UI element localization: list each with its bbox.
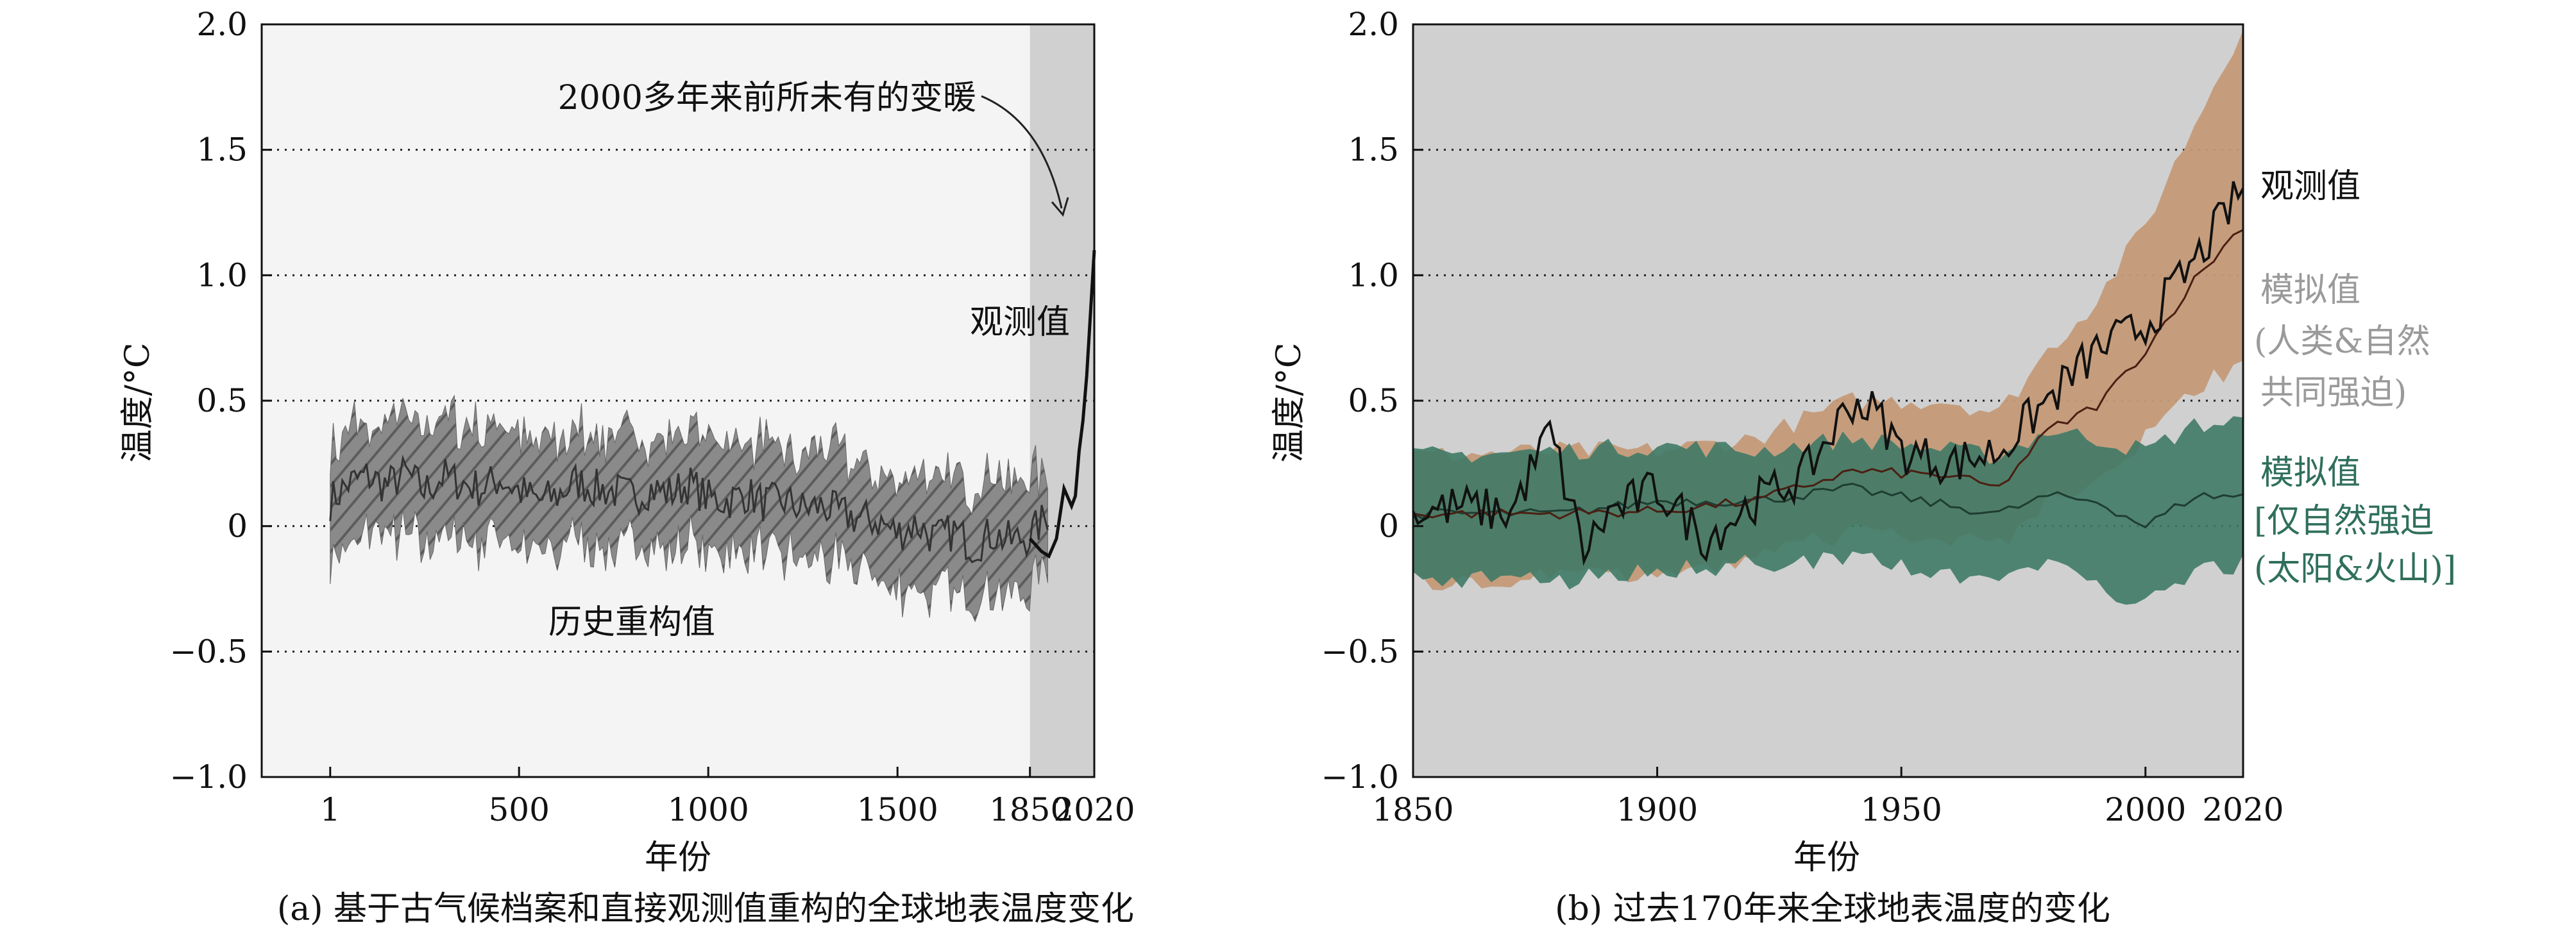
human-natural-mean-line [1412,229,2244,520]
natural-only-mean-line [1412,482,2244,529]
panel-b-xtick-label: 2000 [2105,791,2186,828]
panel-b-caption: (b) 过去170年来全球地表温度的变化 [1555,890,2110,928]
panel-a-ytick-label: 0.5 [196,382,248,419]
panel-a-y-ticks: −1.0 −0.5 0 0.5 1.0 1.5 2.0 [170,6,272,796]
annotation-observed-a: 观测值 [970,303,1070,342]
panel-b-x-ticks: 1850 1900 1950 2000 2020 [1372,767,2284,828]
panel-a-ytick-label: 1.5 [196,131,248,169]
annotation-unprecedented-warming: 2000多年来前所未有的变暖 [558,79,976,117]
panel-b-xtick-label: 2020 [2202,791,2284,828]
panel-b-ytick-label: 1.0 [1348,256,1399,294]
panel-b-ytick-label: −0.5 [1321,633,1399,670]
annotation-arrowhead [1051,197,1069,217]
panel-b-ylabel: 温度/°C [1270,342,1309,462]
legend-human-natural-line1: 模拟值 [2260,271,2360,310]
panel-a-xtick-label: 1850 [989,791,1071,828]
panel-b-ytick-label: 1.5 [1348,131,1399,169]
panel-a-xtick-label: 500 [488,791,549,828]
panel-b-legend: 观测值 模拟值 (人类&自然 共同强迫) 模拟值 [仅自然强迫 (太阳&火山)] [2254,167,2456,589]
panel-a-xtick-label: 1500 [857,791,938,828]
panel-b-ytick-label: 0 [1378,508,1399,545]
legend-human-natural-line3: 共同强迫) [2260,374,2407,412]
natural-only-band [1413,416,2243,605]
panel-a-ylabel: 温度/°C [119,342,157,462]
panel-a-xlabel: 年份 [645,839,711,877]
panel-a-ytick-label: 0 [227,508,248,545]
legend-observed: 观测值 [2260,167,2360,206]
panel-a-xtick-label: 1 [320,791,341,828]
panel-b: −1.0 −0.5 0 0.5 1.0 1.5 2.0 1850 1900 1950 2000 20… [1270,6,2456,928]
panel-b-xtick-label: 1900 [1616,791,1698,828]
panel-a-ytick-label: 1.0 [196,256,248,294]
observed-line-b [1412,181,2244,566]
legend-natural-line3: (太阳&火山)] [2254,550,2456,589]
panel-b-xtick-label: 1950 [1861,791,1942,828]
panel-a-xtick-label: 1000 [668,791,749,828]
panel-a-reconstruction-band [330,394,1048,623]
annotation-arrow [981,95,1063,209]
panel-b-xlabel: 年份 [1793,839,1860,877]
panel-a-ytick-label: −1.0 [170,758,248,796]
panel-b-ytick-label: −1.0 [1321,758,1399,796]
legend-natural-line1: 模拟值 [2260,454,2360,492]
panel-a-xtick-label: 2020 [1053,791,1135,828]
legend-natural-line2: [仅自然强迫 [2254,502,2434,540]
reconstruction-uncertainty-band [330,394,1048,623]
panel-a-ytick-label: 2.0 [196,6,248,43]
panel-a-series [329,250,1096,564]
panel-b-series [1412,181,2244,566]
panel-b-xtick-label: 1850 [1372,791,1453,828]
panel-a-ytick-label: −0.5 [170,633,248,670]
panel-b-ytick-label: 0.5 [1348,382,1399,419]
panel-b-bands [1413,29,2243,605]
legend-human-natural-line2: (人类&自然 [2254,322,2430,361]
panel-a-caption: (a) 基于古气候档案和直接观测值重构的全球地表温度变化 [277,890,1134,928]
panel-b-ytick-label: 2.0 [1348,6,1399,43]
observed-line-a [1028,250,1096,559]
annotation-reconstruction: 历史重构值 [548,603,715,642]
panel-b-y-ticks: −1.0 −0.5 0 0.5 1.0 1.5 2.0 [1321,6,1423,796]
panel-a: −1.0−0.500.51.01.52.0 1 500 1000 1500 185020… [119,6,1135,928]
reconstruction-line [329,454,1049,564]
